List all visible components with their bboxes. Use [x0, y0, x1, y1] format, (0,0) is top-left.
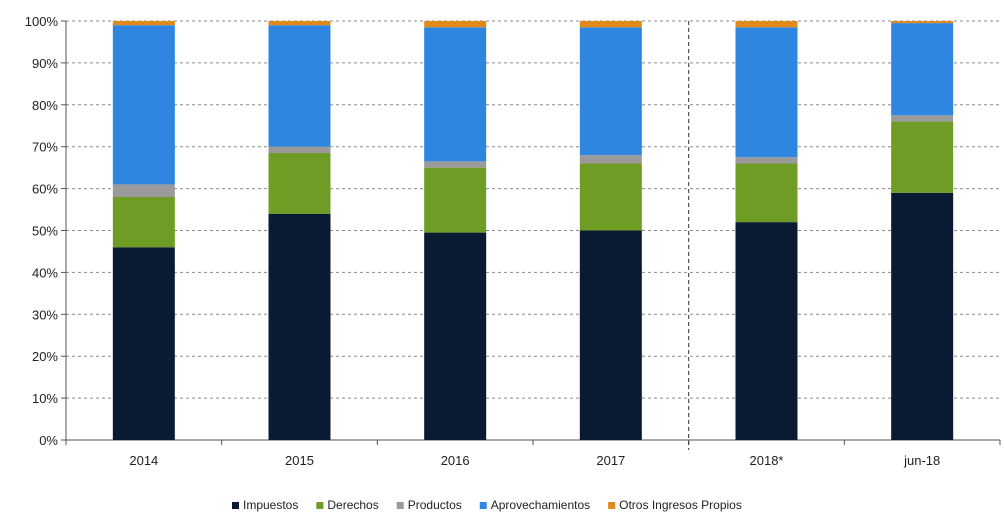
bar-segment — [735, 157, 798, 164]
y-tick-label: 80% — [32, 98, 58, 113]
bar-segment — [579, 27, 642, 156]
bar-segment — [112, 196, 175, 248]
bar-segment — [891, 23, 954, 116]
x-tick-label: 2015 — [285, 453, 314, 468]
x-tick-label: 2017 — [596, 453, 625, 468]
bar-segment — [268, 152, 331, 214]
bar-segment — [735, 27, 798, 158]
bar-segment — [735, 163, 798, 223]
y-tick-label: 100% — [25, 14, 59, 29]
bar-segment — [268, 25, 331, 147]
bar-segment — [891, 121, 954, 193]
y-tick-label: 0% — [39, 433, 58, 448]
bar-segment — [891, 21, 954, 24]
x-tick-label: 2014 — [129, 453, 158, 468]
legend-label: Derechos — [327, 498, 378, 512]
bar-segment — [112, 184, 175, 197]
legend-swatch — [232, 502, 239, 509]
bar-segment — [891, 115, 954, 122]
legend-label: Otros Ingresos Propios — [619, 498, 742, 512]
bar-segment — [268, 213, 331, 440]
bar-segment — [424, 21, 487, 28]
bar-segment — [112, 25, 175, 185]
y-tick-label: 50% — [32, 224, 58, 239]
legend-swatch — [396, 502, 404, 509]
y-tick-label: 30% — [32, 307, 58, 322]
bar-segment — [891, 192, 954, 440]
bar-segment — [735, 21, 798, 28]
y-tick-label: 40% — [32, 265, 58, 280]
y-tick-label: 10% — [32, 391, 58, 406]
legend-label: Aprovechamientos — [491, 498, 590, 512]
bar-segment — [424, 27, 487, 162]
x-tick-label: 2016 — [441, 453, 470, 468]
bar-segment — [579, 155, 642, 164]
bar-segment — [268, 146, 331, 153]
bar-segment — [579, 230, 642, 440]
legend-swatch — [316, 502, 324, 509]
bar-segment — [424, 167, 487, 233]
x-tick-label: jun-18 — [903, 453, 940, 468]
bar-segment — [424, 161, 487, 168]
bar-segment — [112, 21, 175, 26]
bar-segment — [579, 163, 642, 231]
bar-segment — [424, 232, 487, 440]
bar-segment — [268, 21, 331, 26]
y-tick-label: 90% — [32, 56, 58, 71]
legend-label: Productos — [408, 498, 462, 512]
y-tick-label: 70% — [32, 140, 58, 155]
legend-label: Impuestos — [243, 498, 298, 512]
bar-segment — [112, 247, 175, 440]
y-tick-label: 20% — [32, 349, 58, 364]
legend-swatch — [479, 502, 487, 509]
y-tick-label: 60% — [32, 182, 58, 197]
legend-swatch — [608, 502, 616, 509]
x-tick-label: 2018* — [750, 453, 784, 468]
bar-segment — [735, 222, 798, 440]
bar-segment — [579, 21, 642, 28]
